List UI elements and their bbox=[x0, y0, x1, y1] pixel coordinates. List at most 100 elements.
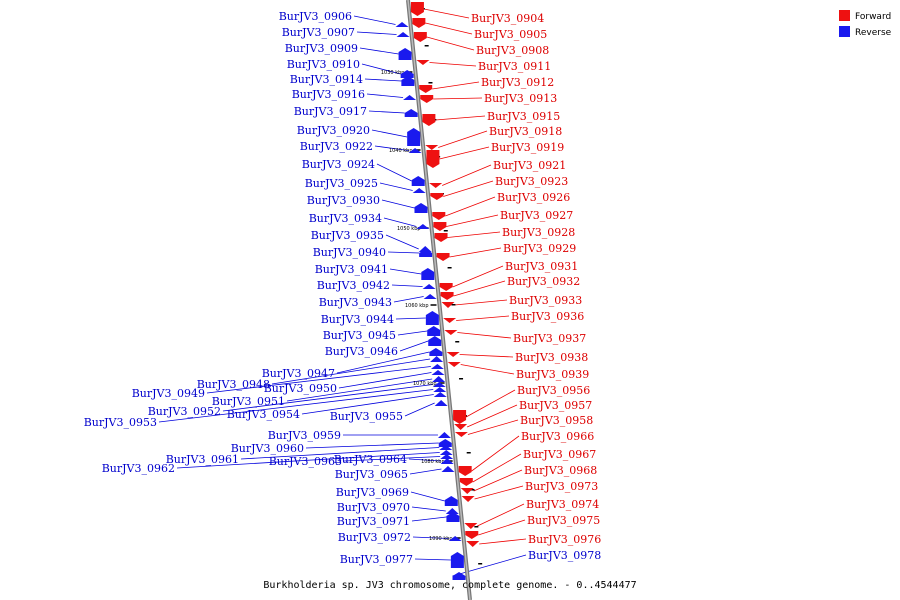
gene-arrow-reverse[interactable] bbox=[416, 224, 430, 229]
gene-label-burjv3-0963[interactable]: BurJV3_0963 bbox=[269, 455, 342, 468]
gene-label-burjv3-0946[interactable]: BurJV3_0946 bbox=[325, 345, 398, 358]
gene-arrow-forward[interactable] bbox=[453, 410, 467, 424]
gene-arrow-reverse[interactable] bbox=[433, 392, 447, 397]
gene-arrow-forward[interactable] bbox=[446, 352, 460, 357]
gene-label-burjv3-0966[interactable]: BurJV3_0966 bbox=[521, 430, 594, 443]
gene-label-burjv3-0967[interactable]: BurJV3_0967 bbox=[523, 448, 596, 461]
gene-arrow-reverse[interactable] bbox=[430, 356, 444, 362]
gene-arrow-reverse[interactable] bbox=[423, 294, 437, 299]
gene-arrow-forward[interactable] bbox=[412, 18, 426, 28]
gene-label-burjv3-0973[interactable]: BurJV3_0973 bbox=[525, 480, 598, 493]
gene-label-burjv3-0920[interactable]: BurJV3_0920 bbox=[297, 124, 370, 137]
gene-arrow-forward[interactable] bbox=[419, 85, 433, 93]
gene-arrow-reverse[interactable] bbox=[398, 48, 412, 60]
gene-label-burjv3-0921[interactable]: BurJV3_0921 bbox=[493, 159, 566, 172]
gene-arrow-reverse[interactable] bbox=[422, 284, 436, 289]
gene-arrow-forward[interactable] bbox=[426, 150, 440, 168]
gene-arrow-forward[interactable] bbox=[422, 114, 436, 126]
gene-arrow-reverse[interactable] bbox=[448, 536, 462, 541]
gene-label-burjv3-0940[interactable]: BurJV3_0940 bbox=[313, 246, 386, 259]
gene-arrow-forward[interactable] bbox=[440, 292, 454, 300]
gene-arrow-forward[interactable] bbox=[441, 302, 455, 308]
gene-label-burjv3-0945[interactable]: BurJV3_0945 bbox=[323, 329, 396, 342]
gene-label-burjv3-0932[interactable]: BurJV3_0932 bbox=[507, 275, 580, 288]
gene-label-burjv3-0924[interactable]: BurJV3_0924 bbox=[302, 158, 375, 171]
gene-label-burjv3-0927[interactable]: BurJV3_0927 bbox=[500, 209, 573, 222]
gene-label-burjv3-0929[interactable]: BurJV3_0929 bbox=[503, 242, 576, 255]
gene-label-burjv3-0912[interactable]: BurJV3_0912 bbox=[481, 76, 554, 89]
gene-label-burjv3-0918[interactable]: BurJV3_0918 bbox=[489, 125, 562, 138]
gene-arrow-forward[interactable] bbox=[466, 541, 480, 547]
gene-arrow-reverse[interactable] bbox=[395, 22, 409, 27]
gene-arrow-reverse[interactable] bbox=[396, 32, 410, 37]
gene-arrow-forward[interactable] bbox=[458, 466, 472, 476]
gene-label-burjv3-0908[interactable]: BurJV3_0908 bbox=[476, 44, 549, 57]
gene-label-burjv3-0942[interactable]: BurJV3_0942 bbox=[317, 279, 390, 292]
gene-arrow-forward[interactable] bbox=[465, 531, 479, 539]
gene-arrow-forward[interactable] bbox=[443, 318, 457, 323]
gene-label-burjv3-0905[interactable]: BurJV3_0905 bbox=[474, 28, 547, 41]
gene-arrow-forward[interactable] bbox=[434, 233, 448, 242]
gene-label-burjv3-0909[interactable]: BurJV3_0909 bbox=[285, 42, 358, 55]
gene-arrow-reverse[interactable] bbox=[439, 445, 453, 450]
gene-arrow-forward[interactable] bbox=[433, 222, 447, 231]
gene-arrow-forward[interactable] bbox=[429, 183, 443, 188]
gene-arrow-reverse[interactable] bbox=[441, 466, 455, 472]
gene-label-burjv3-0957[interactable]: BurJV3_0957 bbox=[519, 399, 592, 412]
gene-label-burjv3-0978[interactable]: BurJV3_0978 bbox=[528, 549, 601, 562]
gene-label-burjv3-0943[interactable]: BurJV3_0943 bbox=[319, 296, 392, 309]
gene-label-burjv3-0941[interactable]: BurJV3_0941 bbox=[315, 263, 388, 276]
gene-arrow-reverse[interactable] bbox=[411, 176, 425, 186]
gene-arrow-reverse[interactable] bbox=[437, 432, 451, 438]
gene-arrow-reverse[interactable] bbox=[418, 246, 432, 252]
gene-arrow-reverse[interactable] bbox=[427, 326, 441, 336]
gene-label-burjv3-0951[interactable]: BurJV3_0951 bbox=[212, 395, 285, 408]
gene-arrow-reverse[interactable] bbox=[407, 128, 421, 146]
gene-label-burjv3-0954[interactable]: BurJV3_0954 bbox=[227, 408, 300, 421]
gene-label-burjv3-0970[interactable]: BurJV3_0970 bbox=[337, 501, 410, 514]
gene-label-burjv3-0928[interactable]: BurJV3_0928 bbox=[502, 226, 575, 239]
gene-label-burjv3-0934[interactable]: BurJV3_0934 bbox=[309, 212, 382, 225]
gene-arrow-reverse[interactable] bbox=[440, 454, 454, 459]
gene-label-burjv3-0969[interactable]: BurJV3_0969 bbox=[336, 486, 409, 499]
gene-arrow-forward[interactable] bbox=[460, 488, 474, 494]
gene-label-burjv3-0922[interactable]: BurJV3_0922 bbox=[300, 140, 373, 153]
gene-arrow-reverse[interactable] bbox=[433, 387, 447, 392]
gene-arrow-reverse[interactable] bbox=[430, 364, 444, 369]
gene-label-burjv3-0938[interactable]: BurJV3_0938 bbox=[515, 351, 588, 364]
gene-arrow-reverse[interactable] bbox=[445, 508, 459, 514]
gene-label-burjv3-0913[interactable]: BurJV3_0913 bbox=[484, 92, 557, 105]
gene-label-burjv3-0906[interactable]: BurJV3_0906 bbox=[279, 10, 352, 23]
gene-label-burjv3-0974[interactable]: BurJV3_0974 bbox=[526, 498, 599, 511]
gene-arrow-forward[interactable] bbox=[459, 478, 473, 486]
gene-label-burjv3-0947[interactable]: BurJV3_0947 bbox=[262, 367, 335, 380]
gene-arrow-reverse[interactable] bbox=[401, 76, 415, 86]
gene-arrow-reverse[interactable] bbox=[419, 249, 433, 257]
gene-label-burjv3-0955[interactable]: BurJV3_0955 bbox=[330, 410, 403, 423]
gene-label-burjv3-0917[interactable]: BurJV3_0917 bbox=[294, 105, 367, 118]
gene-label-burjv3-0950[interactable]: BurJV3_0950 bbox=[264, 382, 337, 395]
gene-arrow-forward[interactable] bbox=[439, 283, 453, 291]
gene-arrow-reverse[interactable] bbox=[446, 512, 460, 522]
gene-label-burjv3-0958[interactable]: BurJV3_0958 bbox=[520, 414, 593, 427]
gene-arrow-forward[interactable] bbox=[464, 523, 478, 529]
gene-arrow-reverse[interactable] bbox=[400, 70, 414, 78]
gene-label-burjv3-0959[interactable]: BurJV3_0959 bbox=[268, 429, 341, 442]
gene-arrow-forward[interactable] bbox=[413, 32, 427, 42]
gene-arrow-reverse[interactable] bbox=[412, 188, 426, 193]
gene-label-burjv3-0964[interactable]: BurJV3_0964 bbox=[334, 453, 407, 466]
gene-label-burjv3-0916[interactable]: BurJV3_0916 bbox=[292, 88, 365, 101]
gene-label-burjv3-0948[interactable]: BurJV3_0948 bbox=[197, 378, 270, 391]
gene-arrow-forward[interactable] bbox=[447, 362, 461, 367]
gene-arrow-forward[interactable] bbox=[432, 212, 446, 220]
gene-label-burjv3-0949[interactable]: BurJV3_0949 bbox=[132, 387, 205, 400]
gene-arrow-reverse[interactable] bbox=[438, 439, 452, 447]
gene-label-burjv3-0930[interactable]: BurJV3_0930 bbox=[307, 194, 380, 207]
gene-arrow-forward[interactable] bbox=[425, 145, 439, 150]
gene-label-burjv3-0926[interactable]: BurJV3_0926 bbox=[497, 191, 570, 204]
gene-arrow-forward[interactable] bbox=[454, 432, 468, 437]
gene-label-burjv3-0937[interactable]: BurJV3_0937 bbox=[513, 332, 586, 345]
gene-label-burjv3-0933[interactable]: BurJV3_0933 bbox=[509, 294, 582, 307]
gene-label-burjv3-0961[interactable]: BurJV3_0961 bbox=[166, 453, 239, 466]
gene-arrow-reverse[interactable] bbox=[440, 458, 454, 464]
